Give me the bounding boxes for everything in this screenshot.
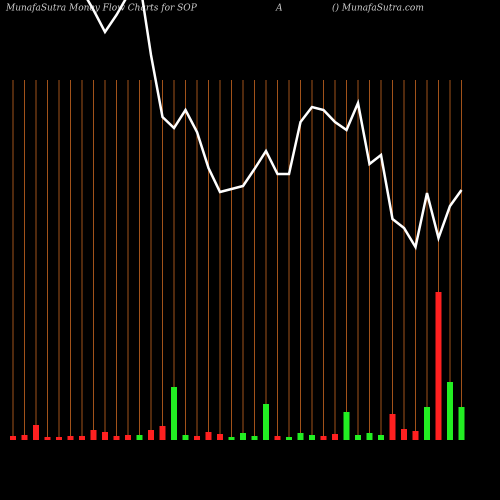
bar bbox=[447, 382, 453, 440]
bar bbox=[125, 435, 131, 440]
bar bbox=[424, 407, 430, 440]
bar bbox=[378, 435, 384, 440]
bar bbox=[44, 437, 51, 440]
bar bbox=[320, 436, 327, 440]
bar bbox=[343, 412, 350, 440]
bar bbox=[113, 436, 120, 440]
bar bbox=[251, 436, 258, 440]
bar bbox=[297, 433, 304, 440]
bar bbox=[90, 430, 97, 440]
bar bbox=[240, 433, 246, 440]
price-line bbox=[86, 0, 463, 251]
bar bbox=[79, 436, 85, 440]
bar bbox=[21, 435, 28, 440]
bar bbox=[228, 437, 235, 440]
bar bbox=[10, 436, 16, 440]
bar bbox=[435, 292, 442, 440]
bar bbox=[136, 435, 143, 440]
bar bbox=[205, 432, 212, 440]
chart-subtitle: A bbox=[275, 4, 283, 14]
bar bbox=[171, 387, 177, 440]
source: () MunafaSutra.com bbox=[332, 3, 424, 14]
bar bbox=[412, 431, 419, 440]
chart-title: MunafaSutra Money Flow Charts for SOP bbox=[5, 4, 198, 14]
bar bbox=[194, 436, 200, 440]
bar bbox=[332, 434, 338, 440]
bar bbox=[263, 404, 269, 440]
bar bbox=[274, 436, 281, 440]
bar bbox=[217, 434, 223, 440]
bar bbox=[355, 435, 361, 440]
bar bbox=[33, 425, 39, 440]
bar bbox=[401, 429, 407, 440]
bar bbox=[148, 430, 154, 440]
bar bbox=[67, 436, 74, 440]
bar bbox=[56, 437, 62, 440]
bar bbox=[159, 426, 166, 440]
bar bbox=[366, 433, 373, 440]
bar bbox=[102, 432, 108, 440]
bar bbox=[182, 435, 189, 440]
bar bbox=[389, 414, 396, 440]
bar bbox=[458, 407, 465, 440]
bar bbox=[286, 437, 292, 440]
bar bbox=[309, 435, 315, 440]
